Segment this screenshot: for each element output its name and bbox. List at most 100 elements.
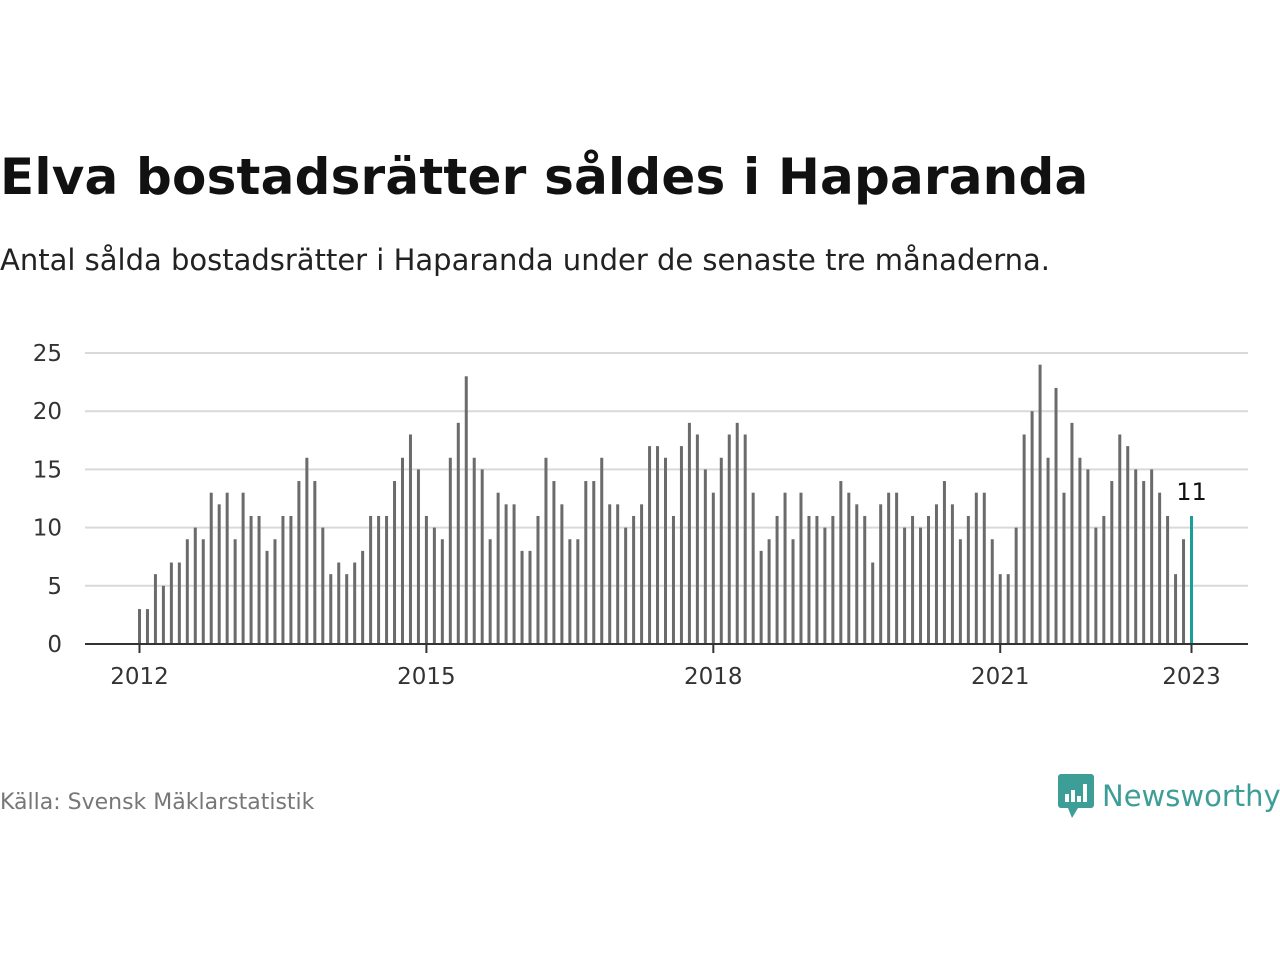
bar	[1118, 434, 1122, 644]
bar	[711, 492, 715, 644]
y-tick-label: 0	[47, 632, 62, 658]
bar	[432, 527, 436, 644]
bar	[1182, 539, 1186, 644]
bar	[177, 562, 181, 644]
bar	[831, 515, 835, 644]
bar	[584, 481, 588, 644]
source-note: Källa: Svensk Mäklarstatistik	[0, 790, 315, 815]
bar	[608, 504, 612, 644]
bar	[600, 457, 604, 644]
bar	[345, 574, 349, 644]
bar	[624, 527, 628, 644]
bar	[855, 504, 859, 644]
bar	[687, 422, 691, 644]
bar	[775, 515, 779, 644]
bar	[927, 515, 930, 644]
bar	[759, 550, 763, 644]
bar	[504, 504, 508, 644]
bar	[201, 539, 205, 644]
bar	[648, 446, 652, 644]
bar	[966, 515, 970, 644]
bar	[193, 527, 197, 644]
bar	[847, 492, 851, 644]
y-tick-label: 5	[47, 574, 62, 600]
bar	[1110, 481, 1114, 644]
bar	[895, 492, 899, 644]
bar	[169, 562, 173, 644]
y-tick-label: 20	[33, 399, 62, 425]
bar	[353, 562, 357, 644]
bar	[887, 492, 891, 644]
bar	[416, 469, 420, 644]
chart-subtitle: Antal sålda bostadsrätter i Haparanda un…	[0, 243, 1050, 277]
bar	[719, 457, 723, 644]
bar	[361, 550, 365, 644]
bar	[472, 457, 476, 644]
bar	[703, 469, 707, 644]
highlight-value-label: 11	[1176, 478, 1207, 506]
bar	[982, 492, 986, 644]
x-tick-label: 2015	[397, 664, 456, 690]
bar	[408, 434, 412, 644]
bar	[138, 609, 141, 644]
bar	[791, 539, 795, 644]
bar	[735, 422, 739, 644]
brand-name: Newsworthy	[1102, 779, 1280, 813]
bar	[990, 539, 994, 644]
bar	[783, 492, 787, 644]
bar	[974, 492, 978, 644]
bar	[576, 539, 580, 644]
x-tick-label: 2012	[110, 664, 169, 690]
bar	[799, 492, 803, 644]
bar	[496, 492, 500, 644]
bar	[560, 504, 564, 644]
bar	[839, 481, 843, 644]
bar	[1062, 492, 1066, 644]
bar	[823, 527, 827, 644]
y-tick-label: 15	[33, 457, 62, 483]
bar	[161, 585, 165, 644]
bar	[305, 457, 309, 644]
bar	[1142, 481, 1146, 644]
bar	[1038, 364, 1042, 644]
bar	[767, 539, 771, 644]
bar	[934, 504, 938, 644]
bar	[528, 550, 532, 644]
bar	[671, 515, 675, 644]
bar	[241, 492, 245, 644]
x-tick-label: 2023	[1162, 664, 1221, 690]
bar	[401, 457, 404, 644]
chart-title: Elva bostadsrätter såldes i Haparanda	[0, 148, 1089, 206]
bars	[138, 364, 1193, 644]
bar	[871, 562, 875, 644]
bar	[273, 539, 277, 644]
bar	[815, 515, 819, 644]
bar	[879, 504, 883, 644]
bar	[656, 446, 660, 644]
bar	[393, 481, 397, 644]
bar	[1094, 527, 1098, 644]
bar	[664, 457, 667, 644]
bar	[456, 422, 460, 644]
bar	[592, 481, 596, 644]
y-tick-label: 10	[33, 516, 62, 542]
bar	[520, 550, 524, 644]
y-tick-label: 25	[33, 341, 62, 367]
bar	[942, 481, 946, 644]
bar	[1078, 457, 1082, 644]
bar-chart-speech-bubble-icon	[1058, 774, 1094, 818]
bar	[911, 515, 915, 644]
bar	[552, 481, 556, 644]
bar	[1150, 469, 1154, 644]
bar	[616, 504, 620, 644]
bar	[958, 539, 962, 644]
bar	[440, 539, 444, 644]
bar-chart: 0 5 10 15 20 25 2012 2015 2018 2021 2023 11	[33, 341, 1248, 690]
bar	[377, 515, 381, 644]
bar	[1086, 469, 1090, 644]
bar	[544, 457, 548, 644]
bar	[145, 609, 149, 644]
bar	[480, 469, 484, 644]
y-axis-labels: 0 5 10 15 20 25	[33, 341, 62, 658]
bar	[950, 504, 954, 644]
